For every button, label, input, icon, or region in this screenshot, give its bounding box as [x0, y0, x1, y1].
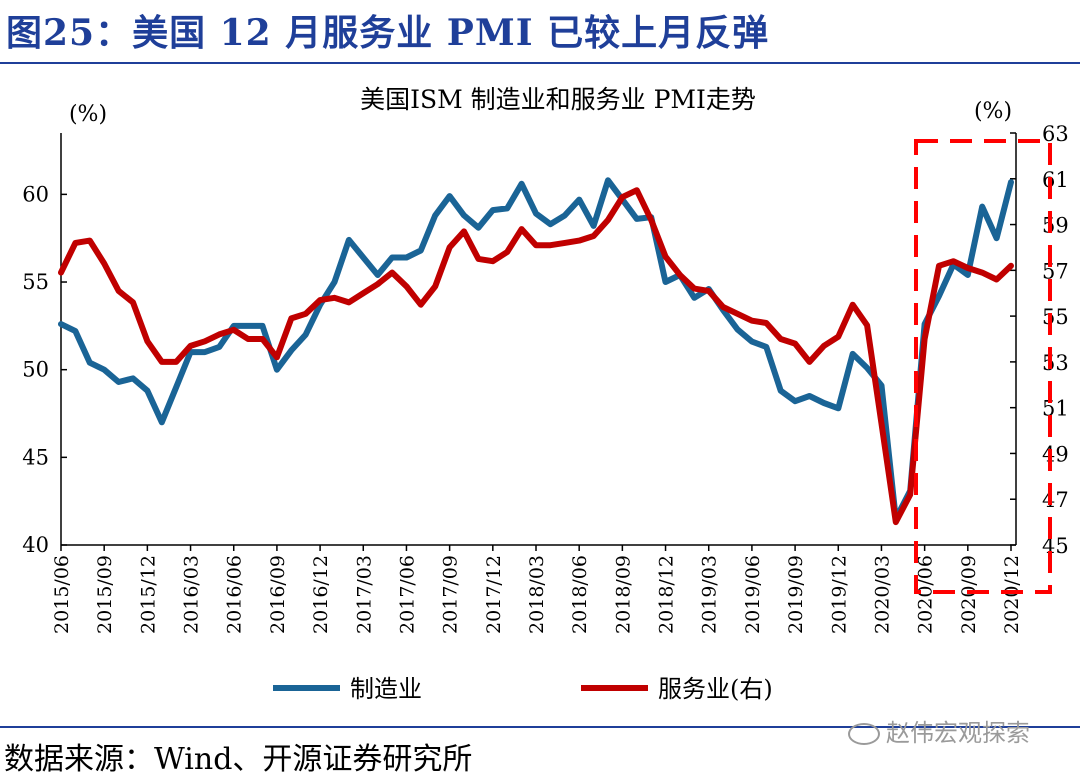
series-line-manufacturing: [58, 177, 1014, 522]
chart-title: 美国ISM 制造业和服务业 PMI走势: [360, 85, 756, 114]
left-tick-label: 40: [22, 533, 49, 557]
axes: 40 45 50 55 60 45 47 49 51 53 55 57 59 61 63 2015/06 201…: [22, 122, 1068, 634]
right-tick-label: 47: [1042, 488, 1069, 512]
x-tick-label: 2019/03: [699, 555, 721, 634]
right-tick-label: 45: [1042, 534, 1069, 558]
x-tick-label: 2016/06: [224, 555, 246, 634]
legend-label-manufacturing: 制造业: [350, 675, 422, 703]
x-tick-label: 2017/12: [483, 555, 505, 634]
watermark-text: 赵伟宏观探索: [886, 719, 1030, 747]
x-tick-label: 2017/09: [440, 555, 462, 634]
x-tick-label: 2015/12: [137, 555, 159, 634]
x-tick-label: 2018/03: [526, 555, 548, 634]
x-tick-label: 2018/06: [569, 555, 591, 634]
series-line-services: [58, 187, 1014, 526]
left-tick-label: 50: [22, 358, 49, 382]
figure-title: 图25：美国 12 月服务业 PMI 已较上月反弹: [6, 12, 770, 54]
x-tick-label: 2019/12: [828, 555, 850, 634]
watermark: 赵伟宏观探索: [848, 713, 1030, 748]
right-tick-label: 53: [1042, 351, 1069, 375]
highlight-box: [914, 139, 1052, 594]
x-tick-label: 2020/03: [871, 555, 893, 634]
x-tick-label: 2016/09: [267, 555, 289, 634]
wechat-icon: [848, 723, 880, 745]
legend-label-services: 服务业(右): [658, 675, 773, 703]
left-tick-label: 60: [22, 182, 49, 206]
right-tick-label: 61: [1042, 168, 1069, 192]
x-tick-label: 2018/09: [612, 555, 634, 634]
x-tick-label: 2016/12: [310, 555, 332, 634]
left-tick-label: 55: [22, 270, 49, 294]
x-tick-label: 2020/09: [958, 555, 980, 634]
right-tick-label: 55: [1042, 305, 1069, 329]
x-tick-label: 2019/06: [742, 555, 764, 634]
legend: 制造业 服务业(右): [273, 675, 773, 703]
left-axis-unit: (%): [69, 102, 107, 127]
x-tick-label: 2017/03: [353, 555, 375, 634]
x-tick-label: 2020/06: [915, 555, 937, 634]
source-note: 数据来源：Wind、开源证券研究所: [4, 742, 473, 777]
right-axis-unit: (%): [974, 99, 1012, 124]
series-layer: [58, 177, 1014, 526]
right-tick-label: 63: [1042, 122, 1069, 146]
right-tick-label: 49: [1042, 442, 1069, 466]
x-tick-label: 2016/03: [181, 555, 203, 634]
x-tick-label: 2015/09: [94, 555, 116, 634]
x-tick-label: 2017/06: [396, 555, 418, 634]
top-rule: [0, 62, 1080, 64]
right-tick-label: 57: [1042, 259, 1069, 283]
x-tick-label: 2015/06: [51, 555, 73, 634]
right-tick-label: 59: [1042, 214, 1069, 238]
left-tick-label: 45: [22, 445, 49, 469]
x-tick-label: 2019/09: [785, 555, 807, 634]
right-tick-label: 51: [1042, 397, 1069, 421]
bottom-rule: [0, 726, 1080, 728]
x-tick-label: 2020/12: [1001, 555, 1023, 634]
x-tick-label: 2018/12: [656, 555, 678, 634]
